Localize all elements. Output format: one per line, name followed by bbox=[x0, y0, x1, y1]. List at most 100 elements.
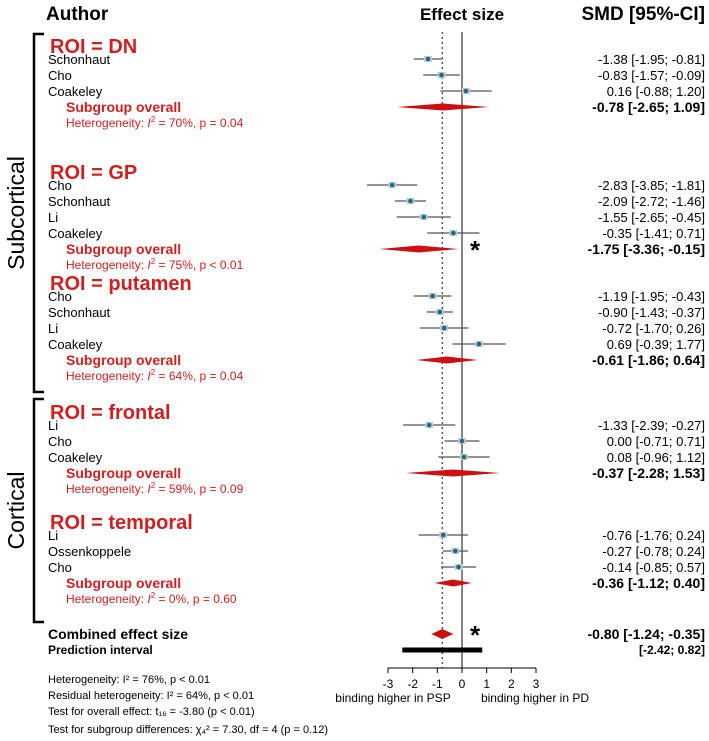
study-point bbox=[459, 438, 465, 444]
study-smd-text: 0.08 [-0.96; 1.12] bbox=[607, 450, 705, 465]
study-point bbox=[408, 198, 413, 204]
study-name: Schonhaut bbox=[48, 52, 111, 67]
group-subcortical-label: Subcortical bbox=[3, 156, 29, 270]
subgroup-overall-smd: -1.75 [-3.36; -0.15] bbox=[588, 241, 706, 257]
subgroup-title: ROI = putamen bbox=[50, 273, 192, 295]
study-smd-text: -0.72 [-1.70; 0.26] bbox=[602, 321, 705, 336]
study-smd-text: -0.14 [-0.85; 0.57] bbox=[602, 560, 705, 575]
study-name: Ossenkoppele bbox=[48, 544, 131, 559]
subgroup-title: ROI = frontal bbox=[50, 402, 171, 424]
study-point bbox=[441, 325, 447, 331]
subgroup-heterogeneity: Heterogeneity: I2 = 64%, p = 0.04 bbox=[66, 368, 244, 383]
combined-smd: -0.80 [-1.24; -0.35] bbox=[588, 626, 706, 642]
study-name: Coakeley bbox=[48, 226, 103, 241]
study-point bbox=[437, 309, 443, 315]
study-name: Coakeley bbox=[48, 84, 103, 99]
study-name: Schonhaut bbox=[48, 194, 111, 209]
x-axis-tick-label: 1 bbox=[483, 677, 490, 691]
x-axis-tick-label: 0 bbox=[459, 677, 466, 691]
header-author: Author bbox=[46, 4, 109, 25]
study-name: Coakeley bbox=[48, 337, 103, 352]
subgroup-overall-smd: -0.78 [-2.65; 1.09] bbox=[592, 99, 705, 115]
study-smd-text: -0.27 [-0.78; 0.24] bbox=[602, 544, 705, 559]
study-point bbox=[463, 88, 469, 94]
study-point bbox=[426, 422, 432, 428]
group-cortical-bracket bbox=[32, 397, 44, 624]
study-point bbox=[461, 454, 467, 460]
header-effect-size: Effect size bbox=[420, 5, 504, 24]
study-smd-text: -1.19 [-1.95; -0.43] bbox=[598, 289, 705, 304]
study-point bbox=[476, 341, 482, 347]
subgroup-overall-smd: -0.61 [-1.86; 0.64] bbox=[592, 352, 705, 368]
header-smd: SMD [95%-CI] bbox=[581, 4, 705, 25]
subgroup-overall-label: Subgroup overall bbox=[66, 352, 181, 368]
study-name: Cho bbox=[48, 289, 72, 304]
study-name: Cho bbox=[48, 68, 72, 83]
subgroup-heterogeneity: Heterogeneity: I2 = 70%, p = 0.04 bbox=[66, 115, 244, 130]
study-name: Li bbox=[48, 210, 58, 225]
x-axis-tick-label: 2 bbox=[508, 677, 515, 691]
x-axis-tick-label: -2 bbox=[407, 677, 418, 691]
significance-star: * bbox=[470, 235, 481, 265]
subgroup-diamond bbox=[434, 579, 472, 587]
subgroup-title: ROI = GP bbox=[50, 162, 137, 184]
study-point bbox=[451, 230, 456, 236]
study-smd-text: -0.76 [-1.76; 0.24] bbox=[602, 528, 705, 543]
study-name: Li bbox=[48, 418, 58, 433]
study-smd-text: -0.90 [-1.43; -0.37] bbox=[598, 305, 705, 320]
x-axis-tick-label: -3 bbox=[383, 677, 394, 691]
study-name: Coakeley bbox=[48, 450, 103, 465]
study-smd-text: -1.55 [-2.65; -0.45] bbox=[598, 210, 705, 225]
prediction-bar bbox=[402, 647, 483, 653]
study-point bbox=[421, 214, 427, 220]
study-smd-text: -2.83 [-3.85; -1.81] bbox=[598, 178, 705, 193]
study-smd-text: -1.38 [-1.95; -0.81] bbox=[598, 52, 705, 67]
prediction-label: Prediction interval bbox=[48, 643, 153, 657]
study-point bbox=[439, 72, 444, 78]
combined-significance-star: * bbox=[470, 620, 481, 650]
prediction-smd: [-2.42; 0.82] bbox=[639, 643, 705, 657]
study-smd-text: 0.00 [-0.71; 0.71] bbox=[607, 434, 705, 449]
study-name: Cho bbox=[48, 560, 72, 575]
study-name: Cho bbox=[48, 178, 72, 193]
group-subcortical-bracket bbox=[32, 32, 44, 394]
study-point bbox=[440, 532, 446, 538]
study-smd-text: -0.35 [-1.41; 0.71] bbox=[602, 226, 705, 241]
footer-subgroup-differences: Test for subgroup differences: χ₄² = 7.3… bbox=[48, 724, 328, 736]
study-point bbox=[456, 564, 461, 570]
study-name: Schonhaut bbox=[48, 305, 111, 320]
subgroup-overall-smd: -0.37 [-2.28; 1.53] bbox=[592, 465, 705, 481]
subgroup-diamond bbox=[405, 469, 500, 477]
combined-diamond bbox=[431, 629, 454, 639]
study-name: Li bbox=[48, 528, 58, 543]
subgroup-diamond bbox=[416, 356, 478, 364]
study-name: Li bbox=[48, 321, 58, 336]
subgroup-diamond bbox=[379, 245, 459, 253]
footer-residual-heterogeneity: Residual heterogeneity: I² = 64%, p < 0.… bbox=[48, 690, 254, 702]
footer-heterogeneity: Heterogeneity: I² = 76%, p < 0.01 bbox=[48, 674, 210, 686]
subgroup-heterogeneity: Heterogeneity: I2 = 0%, p = 0.60 bbox=[66, 591, 237, 606]
study-point bbox=[453, 548, 458, 554]
subgroup-overall-label: Subgroup overall bbox=[66, 241, 181, 257]
group-cortical-label: Cortical bbox=[3, 472, 29, 550]
combined-label: Combined effect size bbox=[48, 626, 188, 642]
subgroup-overall-label: Subgroup overall bbox=[66, 575, 181, 591]
study-smd-text: -0.83 [-1.57; -0.09] bbox=[598, 68, 705, 83]
subgroup-heterogeneity: Heterogeneity: I2 = 75%, p < 0.01 bbox=[66, 257, 244, 272]
subgroup-diamond bbox=[396, 103, 489, 111]
footer-overall-effect: Test for overall effect: t₁₆ = -3.80 (p … bbox=[48, 706, 255, 718]
study-smd-text: 0.16 [-0.88; 1.20] bbox=[607, 84, 705, 99]
x-axis-right-label: binding higher in PD bbox=[481, 691, 589, 705]
study-point bbox=[425, 56, 431, 62]
study-smd-text: -1.33 [-2.39; -0.27] bbox=[598, 418, 705, 433]
x-axis-tick-label: 3 bbox=[533, 677, 540, 691]
x-axis-tick-label: -1 bbox=[432, 677, 443, 691]
study-point bbox=[389, 182, 395, 188]
subgroup-title: ROI = DN bbox=[50, 36, 137, 58]
study-smd-text: 0.69 [-0.39; 1.77] bbox=[607, 337, 705, 352]
subgroup-overall-label: Subgroup overall bbox=[66, 465, 181, 481]
study-point bbox=[430, 293, 435, 299]
subgroup-overall-label: Subgroup overall bbox=[66, 99, 181, 115]
subgroup-heterogeneity: Heterogeneity: I2 = 59%, p = 0.09 bbox=[66, 481, 244, 496]
